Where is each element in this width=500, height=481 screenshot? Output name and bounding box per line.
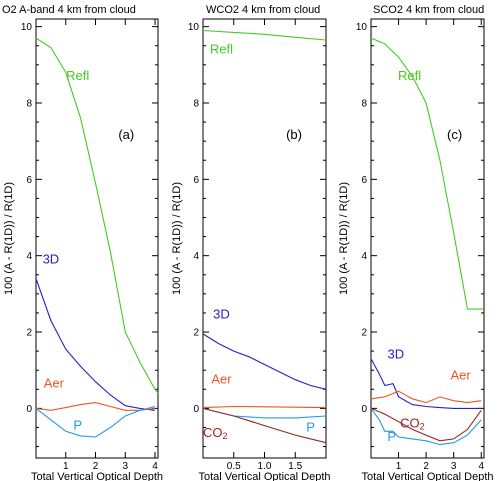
series-label-refl: Refl [210,41,233,56]
panel-label: (b) [286,127,302,142]
series-label-p: P [306,419,315,434]
y-tick-label: 10 [21,22,33,33]
series-line-aer [370,390,482,404]
series-line-3d [202,333,327,390]
panel-label: (c) [447,127,462,142]
series-label-p: P [73,417,82,432]
chart-title: O2 A-band 4 km from cloud [2,4,136,16]
series-line-co2 [370,407,482,442]
series-line-refl [35,37,159,394]
x-tick-label: 4 [478,461,484,472]
x-tick-label: 4 [152,461,158,472]
y-tick-label: 2 [361,328,367,339]
y-tick-label: 2 [26,328,32,339]
series-line-3d [370,358,482,409]
panel-label: (a) [118,127,134,142]
series-label-subscript: 2 [223,431,228,441]
x-axis-label: Total Vertical Optical Depth [361,471,493,481]
x-tick-label: 2 [93,461,99,472]
series-line-3d [35,278,156,411]
series-label-3d: 3D [387,347,404,362]
chart-panel-2: WCO2 4 km from cloud 0 2 4 6 8 10 0.5 1.0 1.5Tota… [171,4,331,481]
series-label-aer: Aer [44,375,65,390]
y-tick-label: 10 [188,22,200,33]
series-label-aer: Aer [211,372,232,387]
plot-frame [370,18,485,459]
series-line-aer [202,405,327,409]
y-tick-label: 8 [361,98,367,109]
series-line-co2 [202,407,327,444]
x-tick-label: 1 [63,461,69,472]
y-tick-label: 4 [361,251,367,262]
y-tick-label: 8 [26,98,32,109]
y-tick-label: 10 [356,22,368,33]
series-label-co2: CO2 [203,425,228,441]
y-axis-label: 100 (A - R(1D)) / R(1D) [338,182,350,295]
series-label-subscript: 2 [420,421,425,431]
y-tick-label: 8 [193,98,199,109]
y-tick-label: 2 [193,328,199,339]
series-label-refl: Refl [398,68,421,83]
x-tick-label: 3 [122,461,128,472]
plot-frame [202,18,327,459]
y-tick-label: 6 [26,175,32,186]
x-tick-label: 1 [396,461,402,472]
y-axis-label: 100 (A - R(1D)) / R(1D) [3,182,15,295]
x-tick-label: 0.5 [227,461,241,472]
chart-title: WCO2 4 km from cloud [206,4,320,16]
x-tick-label: 1.0 [258,461,272,472]
y-tick-label: 6 [361,175,367,186]
series-label-co2: CO2 [400,415,425,431]
series-label-3d: 3D [43,251,60,266]
series-line-aer [35,402,156,411]
series-label-refl: Refl [66,68,89,83]
plot-frame [35,18,159,459]
series-label-3d: 3D [213,307,230,322]
y-tick-label: 6 [193,175,199,186]
series-line-p [370,408,482,446]
y-tick-label: 4 [26,251,32,262]
y-tick-label: 0 [193,404,199,415]
chart-title: SCO2 4 km from cloud [373,4,484,16]
x-axis-label: Total Vertical Optical Depth [198,471,330,481]
series-label-aer: Aer [450,368,471,383]
x-axis-label: Total Vertical Optical Depth [31,471,163,481]
y-tick-label: 0 [361,404,367,415]
x-tick-label: 3 [451,461,457,472]
y-axis-label: 100 (A - R(1D)) / R(1D) [171,182,183,295]
series-line-p [35,405,156,438]
x-tick-label: 2 [423,461,429,472]
y-tick-label: 4 [193,251,199,262]
series-line-refl [202,29,327,41]
series-line-refl [370,37,484,310]
series-label-p: P [387,429,396,444]
x-tick-label: 1.5 [288,461,302,472]
y-tick-label: 0 [26,404,32,415]
